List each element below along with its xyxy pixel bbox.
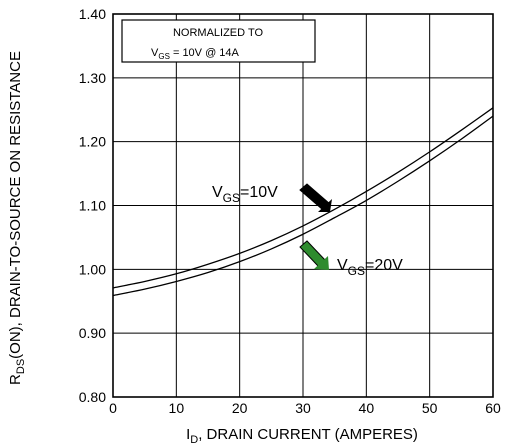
- y-axis-title: RDS(ON), DRAIN-TO-SOURCE ON RESISTANCE: [7, 51, 27, 385]
- annotation-line1: NORMALIZED TO: [173, 27, 263, 39]
- series-line-vgs20: [112, 115, 494, 297]
- plot-frame: [112, 13, 494, 398]
- y-tick-label: 1.40: [79, 6, 106, 22]
- x-tick-label: 10: [169, 400, 185, 416]
- x-tick-labels: 0 10 20 30 40 50 60: [109, 400, 501, 416]
- y-tick-label: 0.80: [79, 389, 106, 405]
- y-tick-label: 1.00: [79, 261, 106, 277]
- annotation-box: NORMALIZED TO VGS = 10V @ 14A: [121, 19, 316, 63]
- x-tick-label: 20: [232, 400, 248, 416]
- x-tick-label: 50: [422, 400, 438, 416]
- x-tick-label: 0: [109, 400, 117, 416]
- grid: [113, 14, 493, 397]
- series-label-vgs20: VGS=20V: [337, 257, 403, 278]
- x-tick-label: 60: [485, 400, 501, 416]
- arrow-vgs20: [299, 240, 329, 270]
- x-tick-label: 40: [359, 400, 375, 416]
- x-axis-title: ID, DRAIN CURRENT (AMPERES): [186, 426, 418, 446]
- y-tick-labels: 0.80 0.90 1.00 1.10 1.20 1.30 1.40: [79, 6, 106, 405]
- y-tick-label: 1.10: [79, 198, 106, 214]
- annotation-line2: VGS = 10V @ 14A: [151, 47, 240, 61]
- curves: [112, 107, 494, 297]
- series-line-vgs10: [112, 107, 494, 289]
- arrow-vgs10: [299, 183, 332, 212]
- y-tick-label: 1.30: [79, 70, 106, 86]
- y-tick-label: 0.90: [79, 325, 106, 341]
- x-tick-label: 30: [295, 400, 311, 416]
- y-tick-label: 1.20: [79, 134, 106, 150]
- series-label-vgs10: VGS=10V: [212, 184, 278, 205]
